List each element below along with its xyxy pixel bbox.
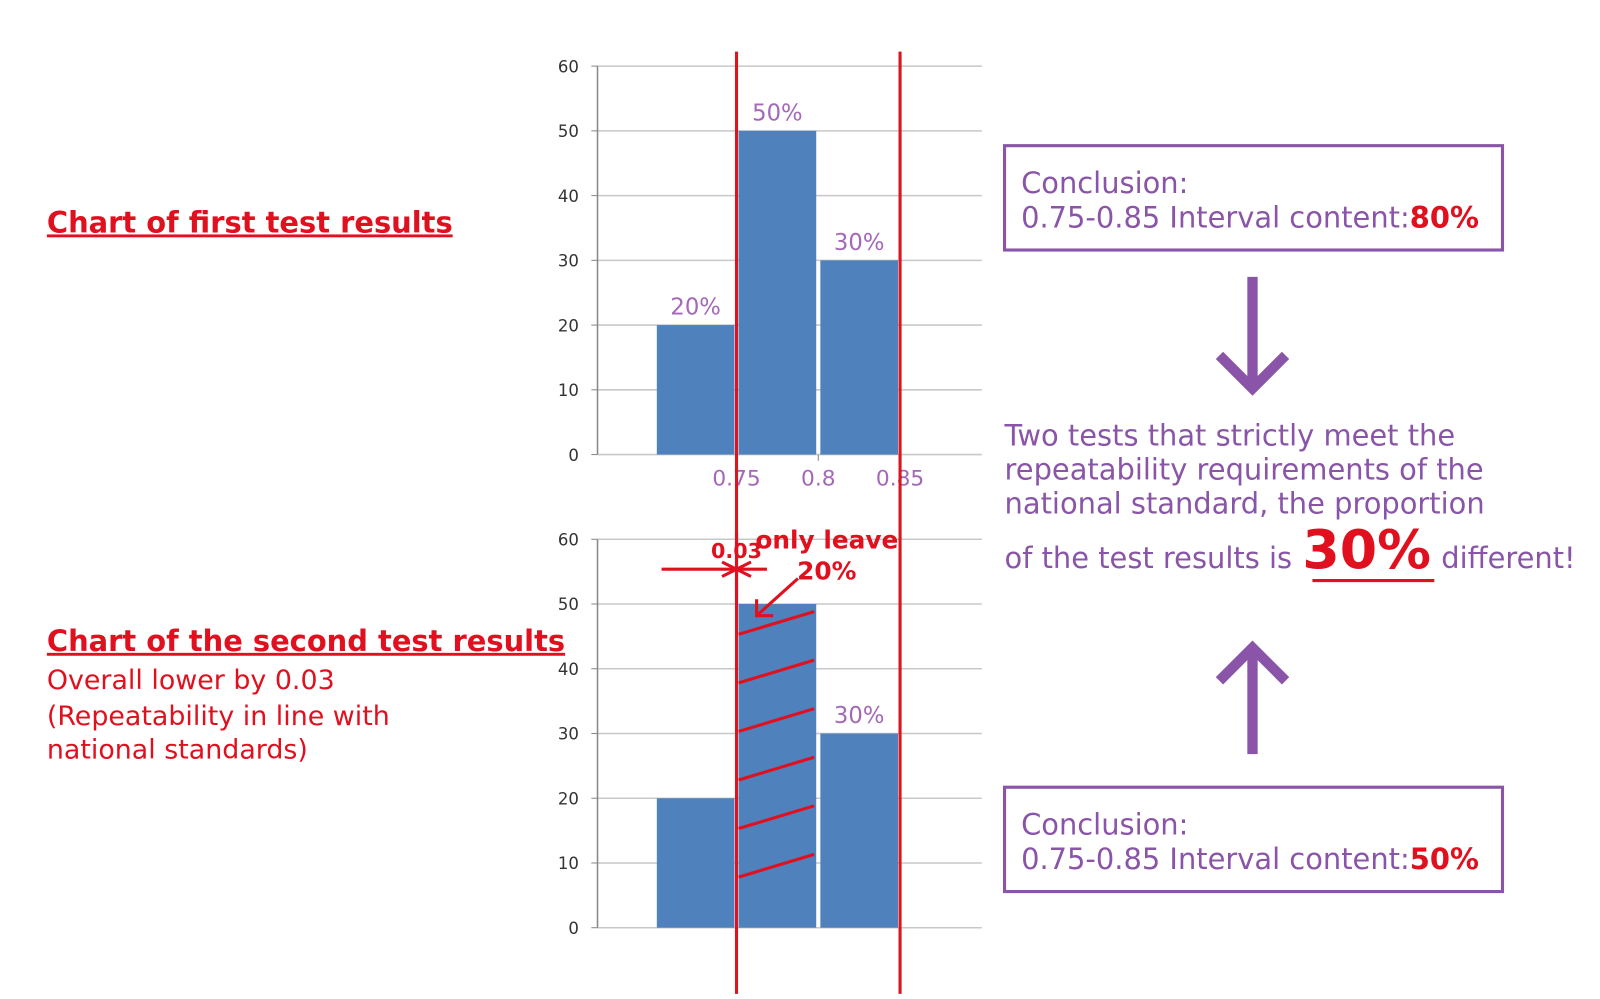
conclusion-label: 0.75-0.85 Interval content: (1021, 200, 1410, 234)
conclusion-box (1003, 785, 1505, 894)
y-tick-label: 20 (558, 789, 579, 808)
bar (738, 130, 817, 455)
summary-highlight: 30% (1302, 518, 1431, 581)
x-tick-label: 0.8 (801, 467, 836, 492)
arrow-up (1215, 640, 1290, 755)
arrow-down (1215, 276, 1290, 396)
y-tick-label: 50 (558, 122, 579, 141)
bar (656, 798, 735, 928)
conclusion-label: 0.75-0.85 Interval content: (1021, 842, 1410, 876)
summary-line: repeatability requirements of the (1005, 452, 1484, 486)
bar (820, 733, 898, 928)
value-label: 20% (670, 295, 721, 321)
bar (656, 325, 735, 455)
y-tick-label: 10 (558, 854, 579, 873)
note: Overall lower by 0.03 (47, 665, 335, 696)
annotation: 20% (797, 557, 856, 586)
y-tick-label: 40 (558, 660, 579, 679)
label-first: Chart of first test results (47, 205, 453, 239)
y-tick-label: 50 (558, 595, 579, 614)
conclusion-text: 0.75-0.85 Interval content:50% (1021, 842, 1479, 876)
pointer (755, 577, 799, 617)
label-second: Chart of the second test results (47, 624, 565, 658)
hatch (738, 610, 815, 636)
note: (Repeatability in line with (47, 701, 390, 732)
value-label: 50% (752, 101, 803, 127)
hatch (738, 755, 815, 782)
pointer-head (755, 599, 774, 618)
y-tick-label: 0 (568, 919, 579, 938)
bar (820, 260, 898, 455)
y-tick-label: 0 (568, 446, 579, 465)
y-tick-label: 10 (558, 381, 579, 400)
y-tick-label: 40 (558, 187, 579, 206)
note: national standards) (47, 734, 308, 765)
y-tick-label: 30 (558, 725, 579, 744)
y-tick-label: 20 (558, 316, 579, 335)
hatch (738, 707, 815, 733)
hatch (738, 852, 815, 879)
conclusion-title: Conclusion: (1021, 166, 1188, 200)
summary-line: Two tests that strictly meet the (1004, 418, 1456, 452)
conclusion-value: 50% (1410, 842, 1479, 876)
summary-text: different! (1441, 541, 1575, 575)
conclusion-box (1003, 144, 1505, 252)
value-label: 30% (834, 230, 885, 256)
summary-line: national standard, the proportion (1005, 486, 1485, 520)
y-tick-label: 30 (558, 252, 579, 271)
annotation: 0.03 (711, 539, 762, 563)
annotation: only leave (755, 526, 898, 555)
summary-text: of the test results is (1005, 541, 1293, 575)
bar (738, 604, 817, 928)
conclusion-value: 80% (1410, 200, 1479, 234)
summary-line: of the test results is 30% different! (1005, 518, 1576, 581)
dimension-head (733, 560, 752, 578)
conclusion-text: 0.75-0.85 Interval content:80% (1021, 200, 1479, 234)
value-label: 30% (834, 703, 885, 729)
hatch (738, 804, 815, 831)
conclusion-title: Conclusion: (1021, 808, 1188, 842)
y-tick-label: 60 (558, 57, 579, 76)
hatch (738, 658, 815, 685)
y-tick-label: 60 (558, 530, 579, 549)
